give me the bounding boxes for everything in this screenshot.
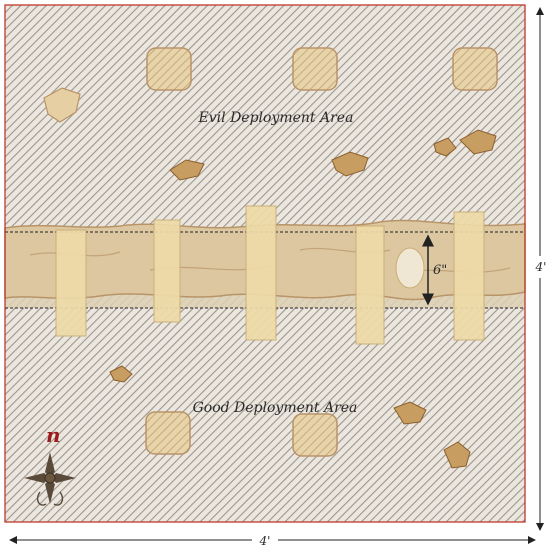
river-width-label: 6" xyxy=(433,263,447,278)
north-label: n xyxy=(46,423,61,447)
good-deployment-label: Good Deployment Area xyxy=(193,400,358,416)
rock xyxy=(393,401,427,425)
bridge xyxy=(245,205,277,341)
board-border xyxy=(4,4,526,523)
bridge xyxy=(355,225,385,345)
height-label: 4' xyxy=(535,260,547,274)
building xyxy=(292,413,338,457)
width-label: 4' xyxy=(259,534,271,548)
bridge xyxy=(55,229,87,337)
buildings-south xyxy=(145,411,338,457)
building xyxy=(292,47,338,91)
rock xyxy=(331,151,369,177)
evil-deployment-label: Evil Deployment Area xyxy=(198,110,354,126)
building xyxy=(146,47,192,91)
rock xyxy=(43,87,81,123)
rock xyxy=(109,365,133,383)
river-islet xyxy=(395,247,425,289)
bridge xyxy=(153,219,181,323)
rock xyxy=(459,129,497,155)
building xyxy=(145,411,191,455)
buildings-north xyxy=(146,47,498,91)
compass-rose-icon xyxy=(24,452,76,506)
rocks xyxy=(43,87,497,469)
rock xyxy=(169,159,205,181)
bridge xyxy=(453,211,485,341)
bridges xyxy=(55,205,485,345)
rock xyxy=(433,137,457,157)
building xyxy=(452,47,498,91)
rock xyxy=(443,441,471,469)
